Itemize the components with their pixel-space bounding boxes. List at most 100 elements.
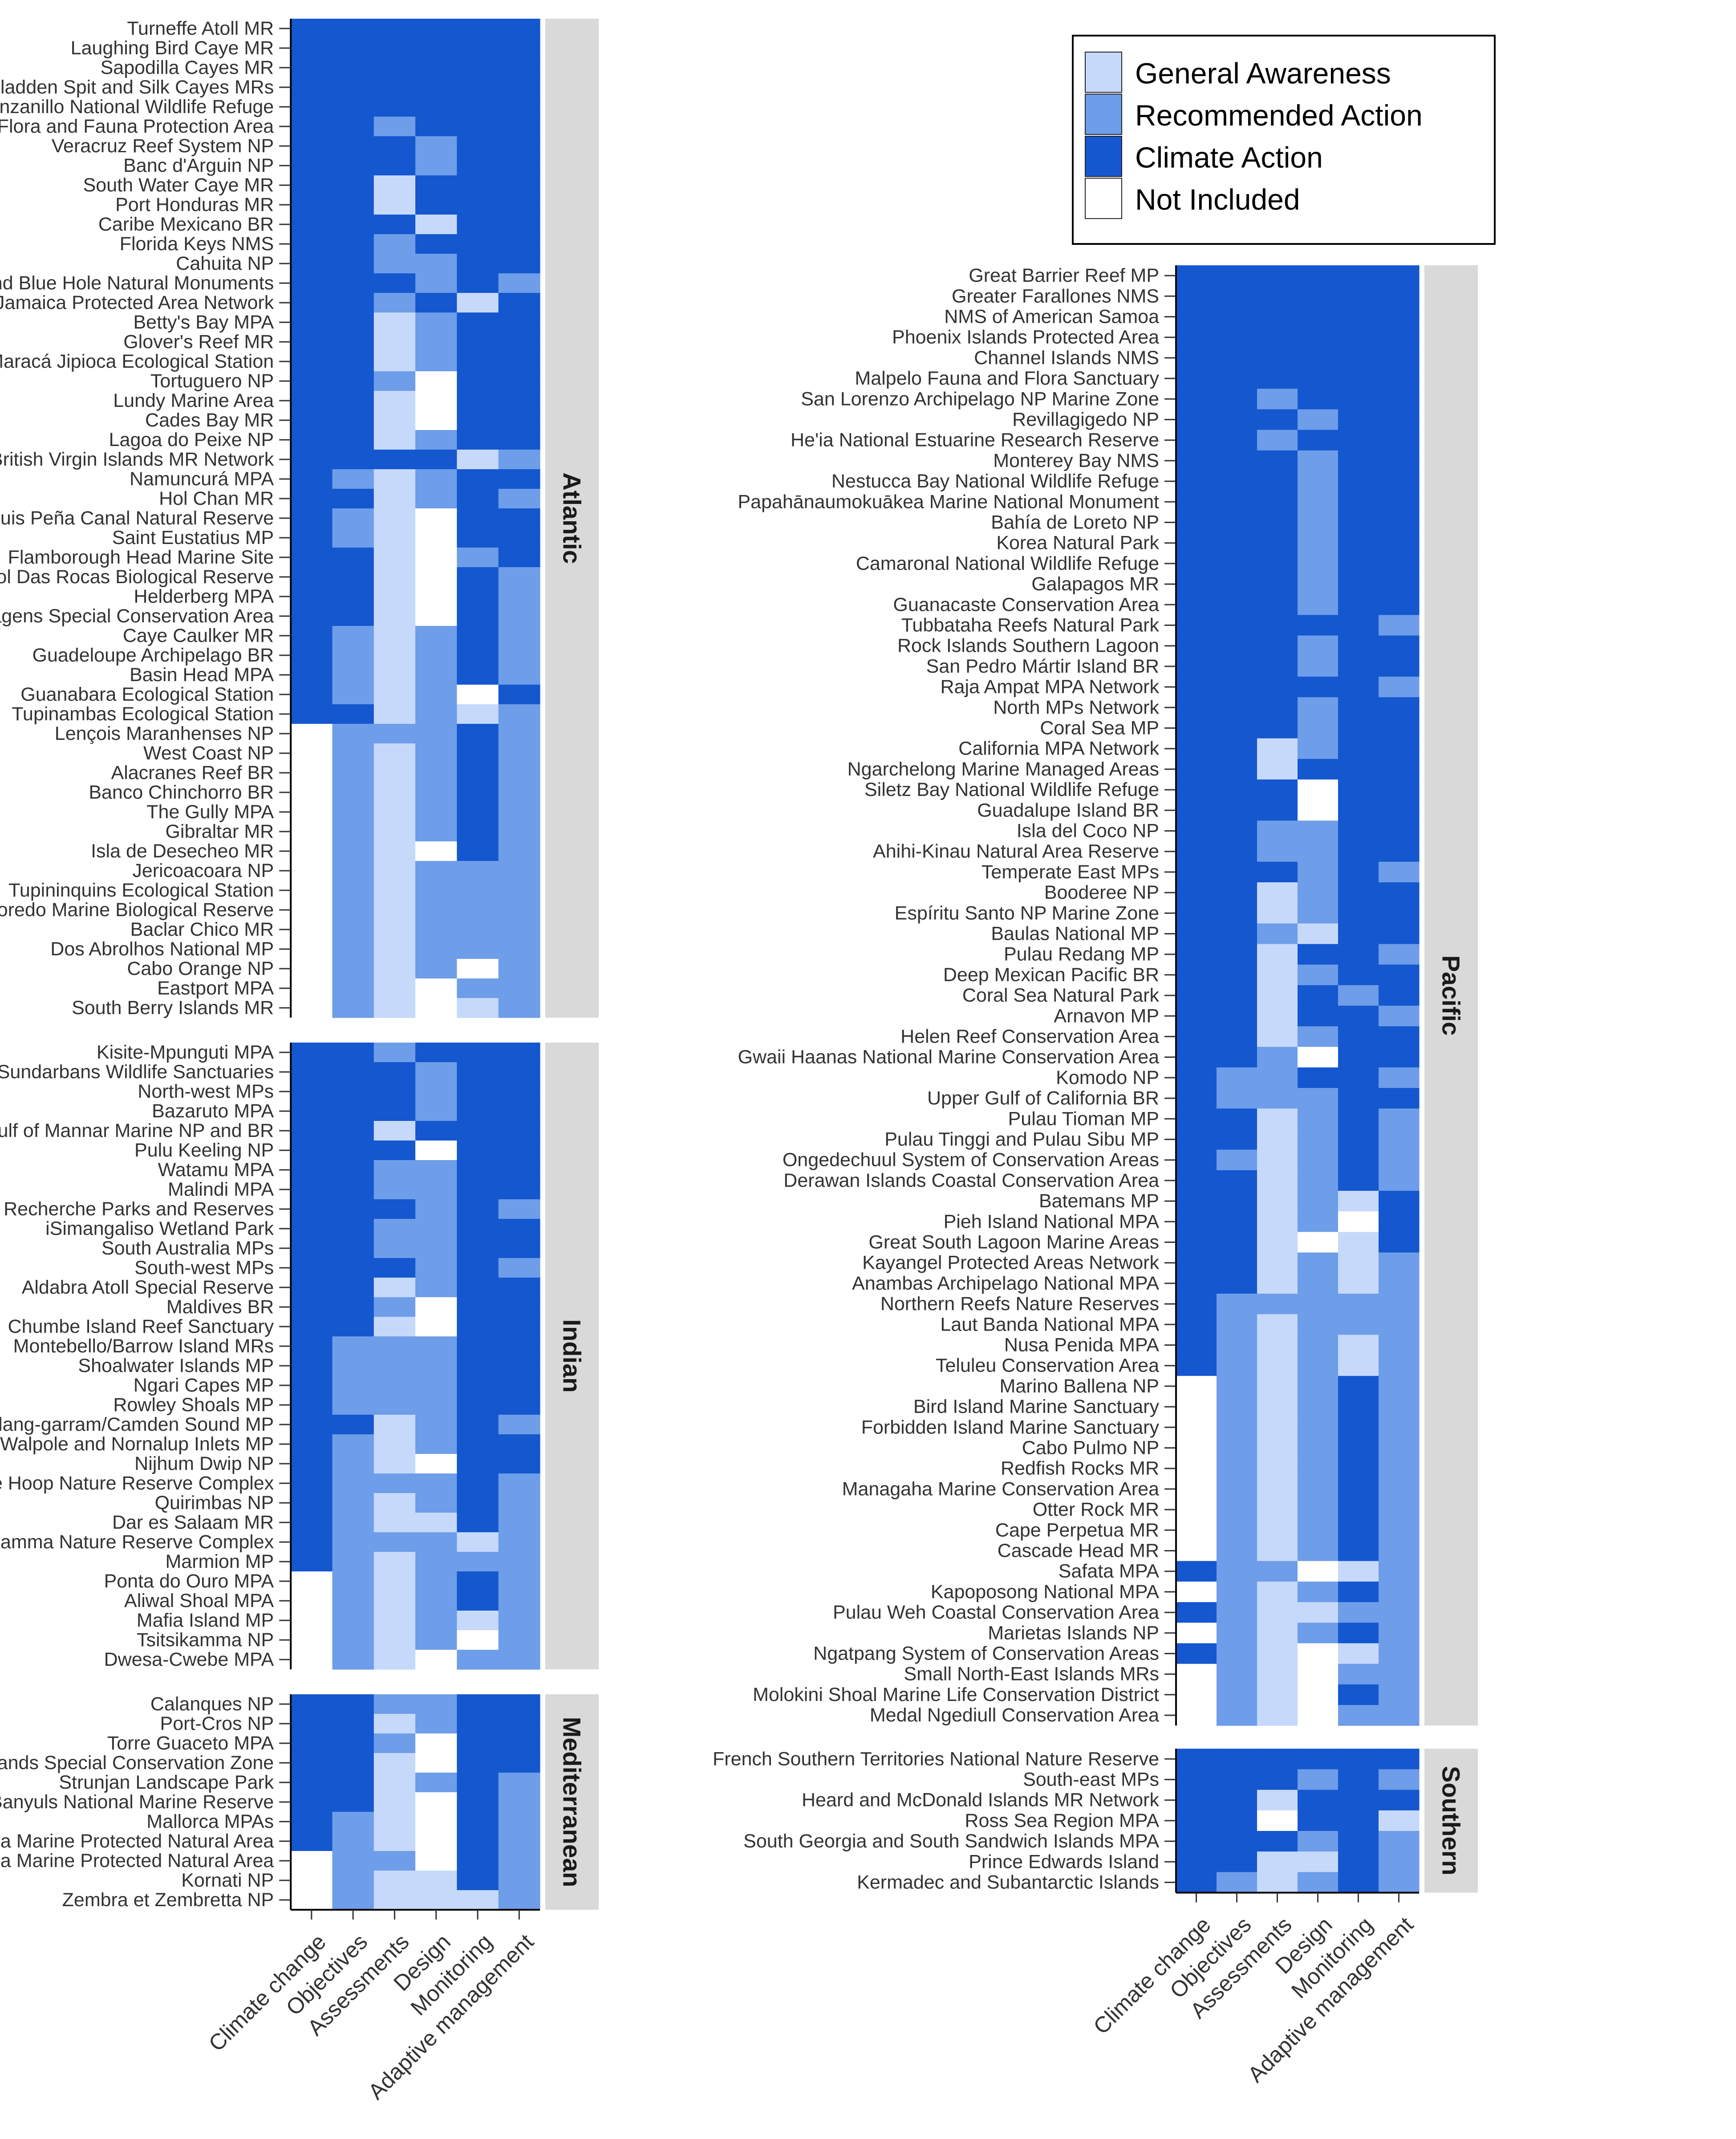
cell-kayangel-protected-areas-network-assessments xyxy=(1257,1252,1298,1274)
cell-deep-mexican-pacific-br-adaptive-management xyxy=(1379,964,1420,986)
cell-zembra-et-zembretta-np-climate-change xyxy=(291,1890,333,1910)
row-label-managaha-marine-conservation-area: Managaha Marine Conservation Area xyxy=(842,1478,1159,1500)
cell-cahuita-np-climate-change xyxy=(291,254,333,274)
row-label-gibraltar-mr: Gibraltar MR xyxy=(165,821,274,842)
cell-gladden-spit-and-silk-cayes-mrs-assessments xyxy=(373,77,416,97)
cell-cabo-orange-np-design xyxy=(415,959,457,979)
row-label-medal-ngediull-conservation-area: Medal Ngediull Conservation Area xyxy=(870,1705,1159,1726)
cell-port-honduras-mr-objectives xyxy=(332,195,374,215)
cell-north-west-mps-assessments xyxy=(373,1082,416,1102)
cell-teluleu-conservation-area-objectives xyxy=(1217,1355,1257,1376)
cell-coral-sea-mp-climate-change xyxy=(1176,718,1217,739)
cell-galapagos-mr-monitoring xyxy=(1338,574,1379,595)
cell-siletz-bay-national-wildlife-refuge-monitoring xyxy=(1338,779,1379,800)
cell-tupininquins-ecological-station-design xyxy=(415,881,457,901)
cell-alboran-islands-special-conservation-zone-assessments xyxy=(373,1753,416,1773)
cell-gladden-spit-and-silk-cayes-mrs-monitoring xyxy=(457,77,499,97)
row-label-arvoredo-marine-biological-reserve: Arvoredo Marine Biological Reserve xyxy=(0,899,274,921)
cell-tortuguero-np-assessments xyxy=(373,371,416,391)
cell-marietas-islands-np-assessments xyxy=(1257,1623,1298,1644)
row-label-pulau-redang-mp: Pulau Redang MP xyxy=(1004,944,1159,965)
cell-shoalwater-islands-mp-adaptive-management xyxy=(498,1356,540,1376)
cell-caribe-mexicano-br-design xyxy=(415,215,457,235)
cell-lalang-garram-camden-sound-mp-adaptive-management xyxy=(498,1415,540,1435)
cell-helen-reef-conservation-area-adaptive-management xyxy=(1379,1026,1420,1047)
row-label-montebello-barrow-island-mrs: Montebello/Barrow Island MRs xyxy=(13,1335,274,1357)
cell-tsitsikamma-np-monitoring xyxy=(457,1630,499,1650)
cell-banco-chinchorro-br-design xyxy=(415,783,457,803)
cell-gulf-of-mannar-marine-np-and-br-adaptive-management xyxy=(498,1121,540,1141)
row-label-malpelo-fauna-and-flora-sanctuary: Malpelo Fauna and Flora Sanctuary xyxy=(855,368,1159,389)
cell-espiritu-santo-np-marine-zone-design xyxy=(1298,903,1339,924)
cell-papahanaumokuakea-marine-national-monument-objectives xyxy=(1217,491,1257,512)
cell-south-east-mps-climate-change xyxy=(1176,1769,1217,1790)
cell-medal-ngediull-conservation-area-objectives xyxy=(1217,1705,1257,1726)
cell-guanabara-ecological-station-assessments xyxy=(373,685,416,705)
cell-gladden-spit-and-silk-cayes-mrs-climate-change xyxy=(291,77,333,97)
cell-kornati-np-monitoring xyxy=(457,1871,499,1891)
cell-tupinambas-ecological-station-adaptive-management xyxy=(498,704,540,724)
cell-bazaruto-mpa-adaptive-management xyxy=(498,1101,540,1121)
cell-raja-ampat-mpa-network-assessments xyxy=(1257,677,1298,698)
cell-pulu-keeling-np-adaptive-management xyxy=(498,1141,540,1161)
cell-booderee-np-monitoring xyxy=(1338,882,1379,903)
cell-strunjan-landscape-park-objectives xyxy=(332,1773,374,1793)
row-label-cades-bay-mr: Cades Bay MR xyxy=(145,410,274,431)
cell-safata-mpa-assessments xyxy=(1257,1561,1298,1582)
cell-pulau-tinggi-and-pulau-sibu-mp-assessments xyxy=(1257,1129,1298,1150)
cell-prince-edwards-island-design xyxy=(1298,1851,1339,1872)
cell-cascade-head-mr-assessments xyxy=(1257,1540,1298,1562)
row-label-lundy-marine-area: Lundy Marine Area xyxy=(113,390,274,411)
row-label-korea-natural-park: Korea Natural Park xyxy=(996,532,1159,554)
cell-pulu-keeling-np-assessments xyxy=(373,1141,416,1161)
cell-temperate-east-mps-adaptive-management xyxy=(1379,861,1420,883)
cell-redfish-rocks-mr-design xyxy=(1298,1458,1339,1479)
row-label-bird-island-marine-sanctuary: Bird Island Marine Sanctuary xyxy=(913,1396,1160,1417)
row-label-teluleu-conservation-area: Teluleu Conservation Area xyxy=(936,1355,1159,1376)
cell-komodo-np-adaptive-management xyxy=(1379,1067,1420,1088)
cell-greater-farallones-nms-objectives xyxy=(1217,286,1257,307)
cell-luis-pena-canal-natural-reserve-monitoring xyxy=(457,508,499,528)
cell-mallorca-mpas-monitoring xyxy=(457,1812,499,1832)
cell-nms-of-american-samoa-design xyxy=(1298,306,1339,328)
cell-monterey-bay-nms-monitoring xyxy=(1338,450,1379,471)
cell-monterey-bay-nms-climate-change xyxy=(1176,450,1217,471)
cell-betty-s-bay-mpa-monitoring xyxy=(457,313,499,333)
cell-channel-islands-nms-assessments xyxy=(1257,347,1298,369)
cell-anambas-archipelago-national-mpa-climate-change xyxy=(1176,1273,1217,1294)
cell-channel-islands-nms-adaptive-management xyxy=(1379,347,1420,369)
cell-coral-sea-natural-park-adaptive-management xyxy=(1379,985,1420,1006)
cell-mafia-island-mp-monitoring xyxy=(457,1611,499,1631)
row-label-french-southern-territories-national-nature-reserve: French Southern Territories National Nat… xyxy=(713,1748,1159,1770)
row-label-caribe-mexicano-br: Caribe Mexicano BR xyxy=(98,214,274,235)
cell-cabo-orange-np-climate-change xyxy=(291,959,333,979)
cell-turneffe-atoll-mr-monitoring xyxy=(457,19,499,39)
cell-redfish-rocks-mr-monitoring xyxy=(1338,1458,1379,1479)
row-label-de-hoop-nature-reserve-complex: De Hoop Nature Reserve Complex xyxy=(0,1473,274,1494)
cell-malpelo-fauna-and-flora-sanctuary-climate-change xyxy=(1176,368,1217,389)
row-label-san-lorenzo-archipelago-np-marine-zone: San Lorenzo Archipelago NP Marine Zone xyxy=(801,388,1159,410)
cell-jamaica-protected-area-network-design xyxy=(415,293,457,313)
cell-booderee-np-design xyxy=(1298,882,1339,903)
cell-glover-s-reef-mr-assessments xyxy=(373,332,416,352)
row-label-helderberg-mpa: Helderberg MPA xyxy=(134,586,274,607)
cell-dar-es-salaam-mr-monitoring xyxy=(457,1513,499,1533)
cell-san-lorenzo-archipelago-np-marine-zone-monitoring xyxy=(1338,389,1379,410)
x-axis-left: Climate changeObjectivesAssessmentsDesig… xyxy=(204,1909,540,2104)
row-label-banc-d-arguin-np: Banc d'Arguin NP xyxy=(123,155,274,176)
cell-banco-chinchorro-br-adaptive-management xyxy=(498,783,540,803)
row-label-pulu-keeling-np: Pulu Keeling NP xyxy=(134,1140,274,1161)
cell-laut-banda-national-mpa-monitoring xyxy=(1338,1314,1379,1335)
cell-malindi-mpa-design xyxy=(415,1180,457,1200)
cell-north-west-mps-objectives xyxy=(332,1082,374,1102)
cell-french-southern-territories-national-nature-reserve-adaptive-management xyxy=(1379,1749,1420,1770)
cell-atol-das-rocas-biological-reserve-objectives xyxy=(332,567,374,587)
cell-florida-keys-nms-objectives xyxy=(332,234,374,254)
cell-ngari-capes-mp-adaptive-management xyxy=(498,1376,540,1396)
cell-south-georgia-and-south-sandwich-islands-mpa-climate-change xyxy=(1176,1831,1217,1852)
cell-west-coast-np-objectives xyxy=(332,743,374,763)
cell-sundarbans-wildlife-sanctuaries-adaptive-management xyxy=(498,1062,540,1082)
cell-isimangaliso-wetland-park-objectives xyxy=(332,1219,374,1239)
cell-pulau-tioman-mp-assessments xyxy=(1257,1108,1298,1129)
row-label-cahuita-np: Cahuita NP xyxy=(176,253,274,274)
